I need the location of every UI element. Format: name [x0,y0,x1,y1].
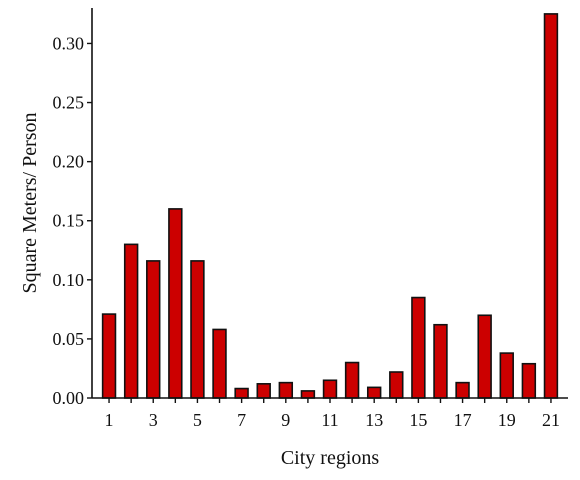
x-tick-label: 5 [193,410,202,430]
bar-region-2 [123,243,139,399]
bar-region-1 [101,313,117,399]
bar-region-8 [256,383,271,399]
bar-region-19 [499,352,514,399]
y-tick-label: 0.10 [53,270,85,290]
x-tick-label: 11 [321,410,338,430]
bar-region-11 [322,379,338,399]
y-tick-label: 0.05 [53,329,85,349]
x-tick-label: 9 [281,410,290,430]
y-axis-title: Square Meters/ Person [19,112,41,293]
bar-region-10 [300,390,316,399]
y-tick-label: 0.30 [53,33,85,53]
bar-region-15 [411,296,426,399]
x-tick-label: 1 [105,410,114,430]
y-tick-label: 0.20 [53,152,85,172]
x-tick-label: 17 [454,410,472,430]
bar-region-7 [234,387,249,399]
bar-region-18 [477,314,492,399]
x-tick-label: 3 [149,410,158,430]
bar-region-20 [521,362,537,399]
bar-region-21 [543,13,559,399]
bar-region-17 [455,381,470,399]
bar-region-4 [168,208,183,399]
y-tick-label: 0.00 [53,388,85,408]
x-tick-label: 21 [542,410,560,430]
axes-layer: 0.000.050.100.150.200.250.301 3 5 7 9 11 13 15 1… [53,8,568,430]
bar-region-9 [278,381,294,399]
x-tick-label: 13 [365,410,383,430]
x-tick-label: 7 [237,410,246,430]
bar-region-6 [212,328,227,399]
bar-region-16 [433,323,448,399]
bar-region-3 [146,260,161,399]
x-tick-label: 19 [498,410,516,430]
y-tick-label: 0.25 [53,93,85,113]
y-tick-label: 0.15 [53,211,85,231]
x-axis-title: City regions [281,447,380,469]
bar-region-5 [190,260,205,399]
bar-region-12 [344,361,360,399]
bars-layer [101,13,559,399]
bar-region-14 [389,371,404,399]
x-tick-label: 15 [409,410,427,430]
bar-region-13 [366,386,382,399]
